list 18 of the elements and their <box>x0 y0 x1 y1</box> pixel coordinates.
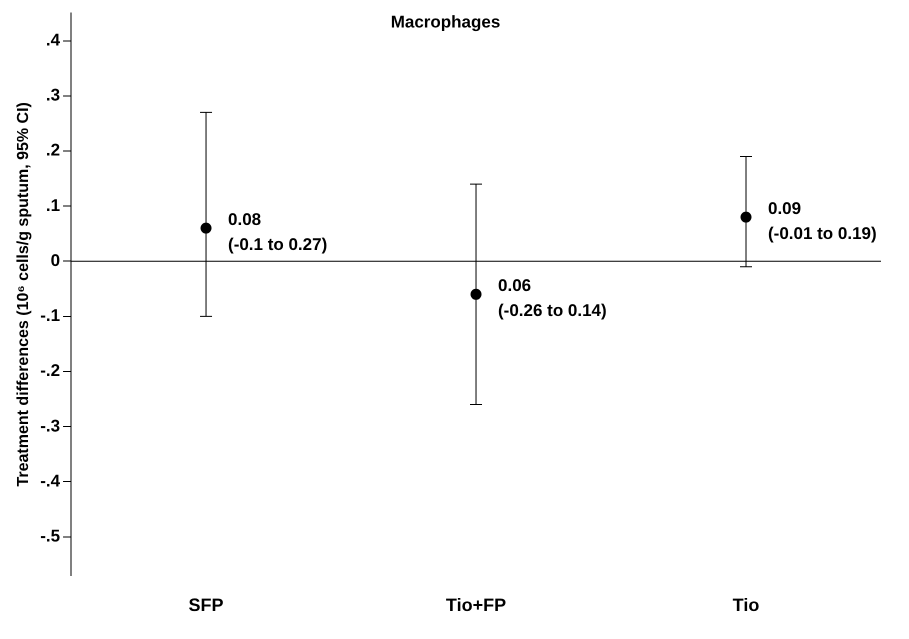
x-tick-label: SFP <box>188 595 224 616</box>
y-tick-label: -.5 <box>40 526 60 546</box>
y-tick-label: .1 <box>46 196 60 215</box>
y-tick-label: .4 <box>46 30 61 50</box>
x-tick-label: Tio <box>732 595 760 616</box>
y-tick-label: .3 <box>46 86 60 105</box>
y-tick-label: -.1 <box>40 306 60 326</box>
annotation: 0.06 (-0.26 to 0.14) <box>498 276 607 320</box>
y-tick-label: .2 <box>46 140 60 160</box>
y-axis-title: Treatment differences (10⁶ cells/g sputum, 95% CI) <box>15 102 32 486</box>
chart-title: Macrophages <box>390 12 500 32</box>
y-tick-label: -.3 <box>40 416 60 436</box>
y-tick-label: -.2 <box>40 361 60 380</box>
y-tick-label: 0 <box>50 250 60 270</box>
annotation: 0.08 (-0.1 to 0.27) <box>228 210 328 254</box>
annotation: 0.09 (-0.01 to 0.19) <box>768 198 877 243</box>
y-tick-label: -.4 <box>40 471 61 490</box>
x-tick-label: Tio+FP <box>446 595 506 616</box>
